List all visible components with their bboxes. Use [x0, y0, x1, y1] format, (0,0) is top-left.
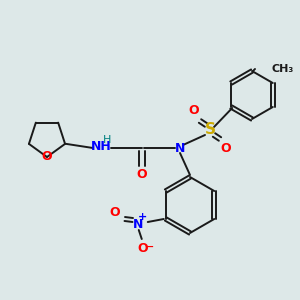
Text: −: − [145, 242, 154, 252]
Text: O: O [110, 206, 120, 218]
Text: O: O [42, 151, 52, 164]
Text: O: O [137, 167, 147, 181]
Text: N: N [133, 218, 143, 230]
Text: O: O [189, 104, 199, 118]
Text: S: S [205, 122, 215, 137]
Text: O: O [221, 142, 231, 155]
Text: H: H [103, 135, 111, 145]
Text: +: + [138, 212, 147, 222]
Text: NH: NH [91, 140, 111, 154]
Text: O: O [137, 242, 148, 254]
Text: CH₃: CH₃ [271, 64, 293, 74]
Text: N: N [175, 142, 185, 154]
